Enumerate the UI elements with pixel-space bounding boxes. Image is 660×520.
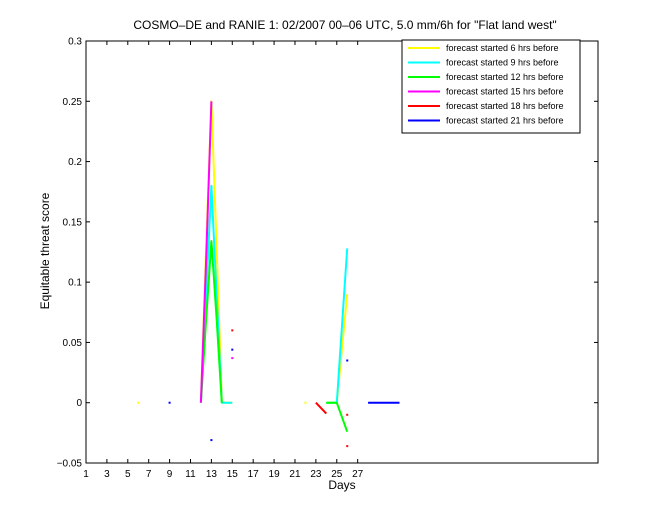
series-line-3 [326, 401, 349, 433]
legend-box [401, 39, 581, 134]
x-tick-label: 25 [331, 469, 343, 480]
x-tick-label: 27 [352, 469, 364, 480]
x-tick-label: 23 [310, 469, 322, 480]
x-tick-label: 1 [83, 469, 89, 480]
x-tick-label: 3 [104, 469, 110, 480]
x-tick-label: 7 [146, 469, 152, 480]
legend-label: forecast started 12 hrs before [446, 72, 564, 82]
y-axis-ticks: −0.05 0 0.05 0.1 0.15 0.2 0.25 0.3 [57, 37, 598, 470]
x-tick-label: 17 [248, 469, 260, 480]
series-line-3 [199, 240, 223, 403]
series-point-6 [168, 401, 171, 404]
series-line-4 [199, 101, 213, 403]
x-tick-label: 5 [125, 469, 131, 480]
series-point-1 [137, 401, 140, 404]
x-tick-label: 13 [206, 469, 218, 480]
series-point-5 [231, 329, 234, 332]
y-tick-label: 0.2 [68, 157, 82, 168]
x-tick-label: 9 [167, 469, 173, 480]
y-tick-label: 0.3 [68, 37, 82, 48]
series-line-5 [315, 402, 328, 415]
legend-label: forecast started 18 hrs before [446, 101, 564, 111]
x-tick-label: 21 [289, 469, 301, 480]
x-axis-ticks: 1 3 5 7 9 11 13 15 17 19 21 23 25 27 [83, 41, 364, 480]
y-tick-label: 0.05 [63, 338, 83, 349]
y-tick-label: 0.15 [63, 217, 83, 228]
chart-title: COSMO–DE and RANIE 1: 02/2007 00–06 UTC,… [133, 18, 556, 32]
y-axis-label: Equitable threat score [38, 192, 52, 309]
y-tick-label: −0.05 [57, 459, 83, 470]
series-point-5 [346, 413, 349, 416]
y-tick-label: 0 [76, 398, 82, 409]
series-point-6 [210, 439, 213, 442]
y-tick-label: 0.25 [63, 97, 83, 108]
series-point-6 [346, 359, 349, 362]
series-point-6 [231, 348, 234, 351]
legend: forecast started 6 hrs before forecast st… [401, 39, 581, 134]
series-point-4 [231, 357, 234, 360]
x-tick-label: 19 [269, 469, 281, 480]
y-tick-label: 0.1 [68, 278, 82, 289]
legend-label: forecast started 9 hrs before [446, 58, 559, 68]
x-axis-label: Days [328, 478, 355, 492]
plot-frame [85, 40, 599, 464]
x-tick-label: 15 [227, 469, 239, 480]
legend-label: forecast started 15 hrs before [446, 87, 564, 97]
legend-label: forecast started 21 hrs before [446, 116, 564, 126]
series-layer [137, 100, 400, 448]
series-point-5 [346, 445, 349, 448]
series-line-2 [199, 184, 233, 404]
legend-label: forecast started 6 hrs before [446, 43, 559, 53]
series-point-1 [304, 401, 307, 404]
x-tick-label: 11 [185, 469, 196, 480]
